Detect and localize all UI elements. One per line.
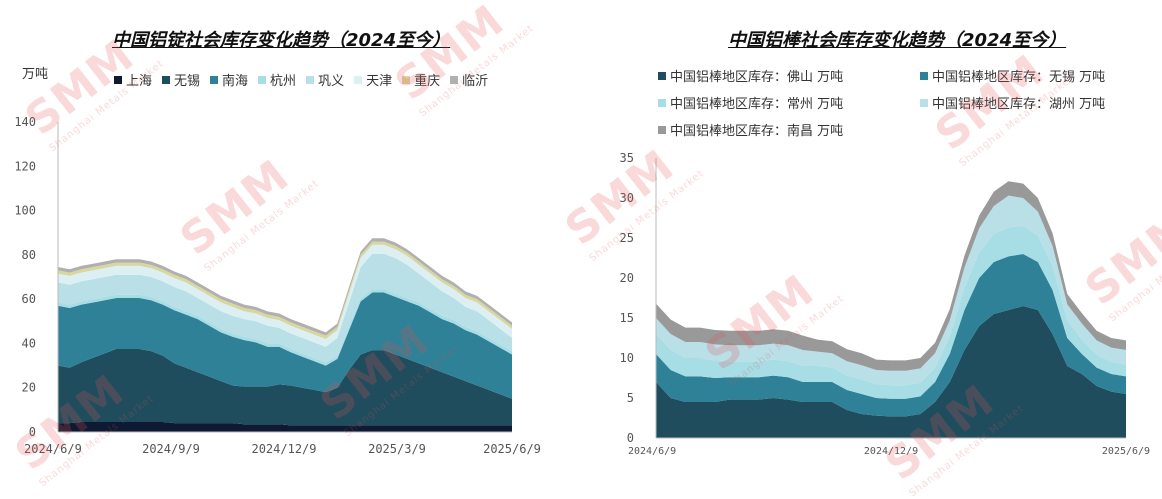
left-y-unit: 万吨: [22, 67, 49, 82]
legend-swatch: [658, 71, 666, 80]
legend-label: 临沂: [462, 74, 489, 89]
left-x-tick-label: 2025/6/9: [483, 442, 541, 456]
legend-swatch: [402, 75, 411, 84]
left-x-tick-label: 2024/6/9: [24, 442, 82, 456]
right-y-tick-label: 5: [627, 391, 634, 405]
left-legend-item: 临沂: [450, 70, 488, 89]
legend-label: 上海: [126, 74, 153, 89]
legend-swatch: [920, 98, 928, 107]
left-legend-item: 巩义: [306, 70, 344, 89]
legend-swatch: [920, 71, 928, 80]
left-legend-item: 上海: [114, 70, 152, 89]
left-series-area-0: [58, 422, 512, 432]
left-chart-title: 中国铝锭社会库存变化趋势（2024至今）: [112, 30, 451, 51]
legend-label: 南海: [222, 74, 249, 89]
left-chart-plot: 0 20 40 60 80 100 120 140 2024/6/9 2024/9/9 2024/1…: [14, 115, 541, 456]
left-series-area-1: [58, 348, 512, 426]
left-chart-panel: 中国铝锭社会库存变化趋势（2024至今） 万吨 上海 无锡 南海 杭州 巩义 天津 重庆 临沂…: [0, 0, 580, 466]
legend-label: 无锡: [174, 74, 201, 89]
left-y-tick-label: 120: [14, 159, 36, 173]
legend-label: 重庆: [414, 74, 441, 89]
right-y-tick-label: 20: [620, 271, 634, 285]
legend-swatch: [258, 75, 267, 84]
right-y-tick-label: 15: [620, 311, 634, 325]
legend-swatch: [210, 75, 219, 84]
right-y-tick-label: 35: [620, 151, 634, 165]
legend-label: 杭州: [270, 74, 297, 89]
legend-label: 中国铝棒地区库存：湖州 万吨: [932, 97, 1106, 112]
left-y-tick-label: 20: [22, 381, 36, 395]
legend-swatch: [162, 75, 171, 84]
legend-swatch: [658, 98, 666, 107]
right-legend-item: 中国铝棒地区库存：湖州 万吨: [920, 93, 1105, 112]
legend-swatch: [354, 75, 363, 84]
legend-swatch: [114, 75, 122, 84]
left-legend-item: 天津: [354, 70, 392, 89]
left-x-tick-label: 2024/9/9: [142, 442, 200, 456]
right-chart-title: 中国铝棒社会库存变化趋势（2024至今）: [728, 30, 1067, 51]
right-chart-plot: 0 5 10 15 20 25 30 35 2024/6/9 2024/12/9 2025/6/9: [620, 151, 1151, 457]
left-y-tick-label: 80: [22, 248, 36, 262]
left-y-tick-label: 60: [22, 292, 36, 306]
legend-swatch: [658, 125, 666, 134]
legend-label: 中国铝棒地区库存：佛山 万吨: [670, 70, 844, 85]
right-series-area-0: [656, 306, 1126, 438]
left-legend: 上海 无锡 南海 杭州 巩义 天津 重庆 临沂: [114, 70, 498, 89]
legend-label: 天津: [366, 74, 393, 89]
legend-swatch: [306, 75, 315, 84]
right-legend-item: 中国铝棒地区库存：佛山 万吨: [658, 66, 843, 85]
legend-swatch: [450, 75, 459, 84]
legend-label: 中国铝棒地区库存：无锡 万吨: [932, 70, 1106, 85]
right-legend-item: 中国铝棒地区库存：无锡 万吨: [920, 66, 1105, 85]
left-series-area-4: [58, 253, 512, 363]
right-y-tick-label: 10: [620, 351, 634, 365]
left-series-area-5: [58, 244, 512, 347]
left-y-tick-label: 0: [29, 425, 36, 439]
right-x-tick-label: 2024/6/9: [628, 446, 676, 457]
left-series-area-3: [58, 289, 512, 366]
right-y-tick-label: 25: [620, 231, 634, 245]
right-legend-item: 中国铝棒地区库存：南昌 万吨: [658, 120, 843, 139]
right-x-tick-label: 2024/12/9: [864, 446, 918, 457]
right-x-tick-label: 2025/6/9: [1102, 446, 1150, 457]
right-series-area-1: [656, 254, 1126, 417]
right-legend-item: 中国铝棒地区库存：常州 万吨: [658, 93, 843, 112]
left-legend-item: 重庆: [402, 70, 440, 89]
left-y-tick-label: 100: [14, 204, 36, 218]
left-legend-item: 南海: [210, 70, 248, 89]
right-chart-panel: 中国铝棒社会库存变化趋势（2024至今） 中国铝棒地区库存：佛山 万吨 中国铝棒地…: [580, 0, 1162, 466]
left-x-tick-label: 2025/3/9: [368, 442, 426, 456]
legend-label: 巩义: [318, 74, 345, 89]
left-series-area-2: [58, 292, 512, 399]
left-y-tick-label: 40: [22, 336, 36, 350]
left-legend-item: 无锡: [162, 70, 200, 89]
right-y-tick-label: 0: [627, 431, 634, 445]
left-x-tick-label: 2024/12/9: [251, 442, 316, 456]
right-y-tick-label: 30: [620, 191, 634, 205]
left-y-tick-label: 140: [14, 115, 36, 129]
legend-label: 中国铝棒地区库存：常州 万吨: [670, 97, 844, 112]
legend-label: 中国铝棒地区库存：南昌 万吨: [670, 124, 844, 139]
left-legend-item: 杭州: [258, 70, 296, 89]
